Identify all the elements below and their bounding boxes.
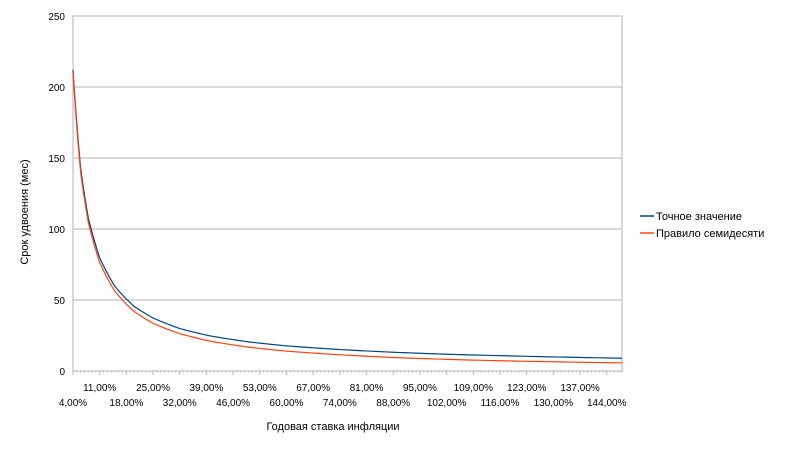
- x-tick-label: 88,00%: [376, 398, 410, 409]
- x-tick-label: 53,00%: [243, 383, 277, 394]
- legend-label: Точное значение: [656, 211, 742, 223]
- x-tick-label: 81,00%: [350, 383, 384, 394]
- legend: Точное значение Правило семидесяти: [640, 211, 764, 240]
- x-tick-label: 123,00%: [507, 383, 547, 394]
- x-tick-label: 116,00%: [481, 398, 520, 409]
- x-tick-label: 4,00%: [59, 398, 87, 409]
- x-ticks: 4,00% 11,00% 18,00% 25,00% 32,00% 39,00% 46,00…: [59, 371, 627, 409]
- x-tick-label: 39,00%: [189, 383, 223, 394]
- x-tick-label: 130,00%: [534, 398, 574, 409]
- series-line-2: [72, 72, 623, 364]
- series-lines: [72, 69, 623, 364]
- x-tick-label: 11,00%: [83, 383, 116, 394]
- y-tick-label: 50: [54, 296, 66, 307]
- x-tick-label: 18,00%: [109, 398, 143, 409]
- y-tick-label: 100: [48, 225, 65, 236]
- y-tick-label: 200: [48, 83, 65, 94]
- x-tick-label: 60,00%: [270, 398, 304, 409]
- y-ticks: 0 50 100 150 200 250: [48, 12, 65, 378]
- x-tick-label: 46,00%: [216, 398, 250, 409]
- x-tick-label: 109,00%: [454, 383, 494, 394]
- x-tick-label: 74,00%: [323, 398, 357, 409]
- gridlines: [73, 15, 622, 372]
- x-axis-title: Годовая ставка инфляции: [266, 421, 399, 433]
- x-tick-label: 144,00%: [587, 398, 627, 409]
- y-tick-label: 0: [59, 367, 65, 378]
- x-tick-label: 95,00%: [403, 383, 437, 394]
- x-tick-label: 25,00%: [136, 383, 170, 394]
- x-tick-label: 67,00%: [296, 383, 330, 394]
- x-tick-label: 137,00%: [560, 383, 600, 394]
- x-tick-label: 102,00%: [427, 398, 467, 409]
- plot-area-frame: [72, 15, 623, 372]
- legend-label: Правило семидесяти: [656, 228, 764, 240]
- y-axis-title: Срок удвоения (мес): [19, 159, 31, 264]
- x-tick-label: 32,00%: [163, 398, 197, 409]
- y-tick-label: 150: [48, 154, 65, 165]
- y-tick-label: 250: [48, 12, 65, 23]
- series-line-1: [72, 69, 623, 359]
